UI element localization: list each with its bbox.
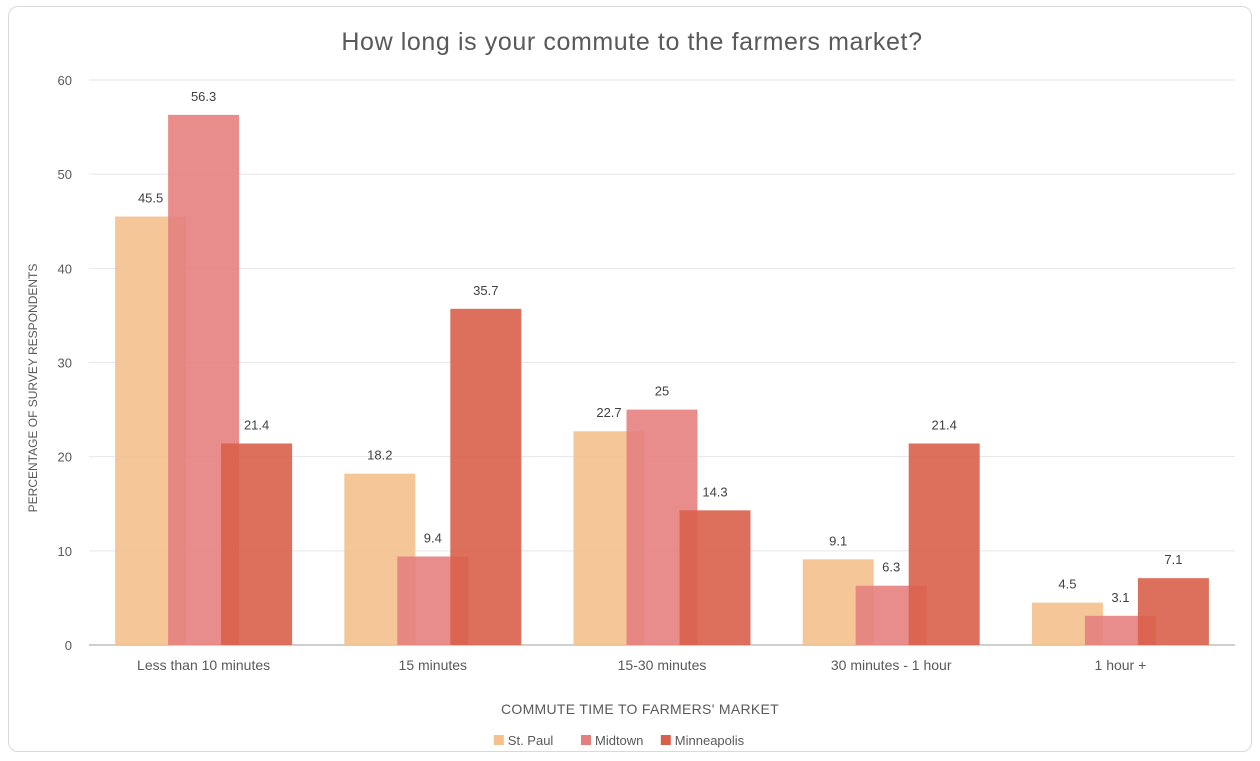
- bar: [908, 443, 980, 645]
- y-tick-label: 40: [58, 261, 72, 276]
- legend-swatch: [493, 735, 504, 745]
- bar: [450, 308, 522, 645]
- legend-label: St. Paul: [508, 733, 554, 748]
- data-label: 7.1: [1164, 552, 1182, 567]
- data-label: 9.1: [829, 533, 847, 548]
- data-label: 45.5: [138, 191, 163, 206]
- data-label: 6.3: [882, 560, 900, 575]
- legend-swatch: [660, 735, 671, 745]
- y-axis-title: PERCENTAGE OF SURVEY RESPONDENTS: [26, 264, 40, 513]
- legend-swatch: [581, 735, 591, 745]
- data-label: 18.2: [367, 448, 392, 463]
- data-labels: 45.5 56.3 21.4 18.2 9.4 35.7 22.7 25 14.3 9.1 6.3 2…: [138, 89, 1182, 605]
- y-tick-label: 20: [58, 450, 72, 465]
- legend: St. Paul Midtown Minneapolis: [493, 733, 745, 748]
- x-axis-categories: Less than 10 minutes 15 minutes 15-30 minu…: [137, 657, 1146, 673]
- x-category-label: Less than 10 minutes: [137, 657, 270, 673]
- bars: [115, 114, 1209, 645]
- y-tick-label: 10: [58, 544, 72, 559]
- data-label: 9.4: [424, 530, 442, 545]
- bar: [679, 510, 751, 645]
- legend-label: Minneapolis: [675, 733, 745, 748]
- chart-title: How long is your commute to the farmers …: [341, 28, 922, 56]
- data-label: 25: [655, 384, 669, 399]
- y-tick-label: 50: [58, 167, 72, 182]
- y-tick-label: 30: [58, 356, 72, 371]
- data-label: 21.4: [244, 417, 269, 432]
- data-label: 14.3: [702, 484, 727, 499]
- data-label: 4.5: [1058, 577, 1076, 592]
- bar: [221, 443, 293, 645]
- x-category-label: 1 hour +: [1095, 657, 1147, 673]
- y-tick-label: 60: [58, 73, 72, 88]
- data-label: 56.3: [191, 89, 216, 104]
- data-label: 35.7: [473, 283, 498, 298]
- x-category-label: 30 minutes - 1 hour: [831, 657, 952, 673]
- x-category-label: 15 minutes: [399, 657, 467, 673]
- x-category-label: 15-30 minutes: [618, 657, 707, 673]
- y-tick-label: 0: [65, 638, 72, 653]
- y-axis-ticks: 0 10 20 30 40 50 60: [58, 73, 72, 653]
- x-axis-title: COMMUTE TIME TO FARMERS' MARKET: [501, 701, 779, 717]
- data-label: 21.4: [932, 417, 957, 432]
- data-label: 3.1: [1111, 590, 1129, 605]
- data-label: 22.7: [596, 405, 621, 420]
- legend-label: Midtown: [595, 733, 643, 748]
- bar: [1137, 578, 1209, 645]
